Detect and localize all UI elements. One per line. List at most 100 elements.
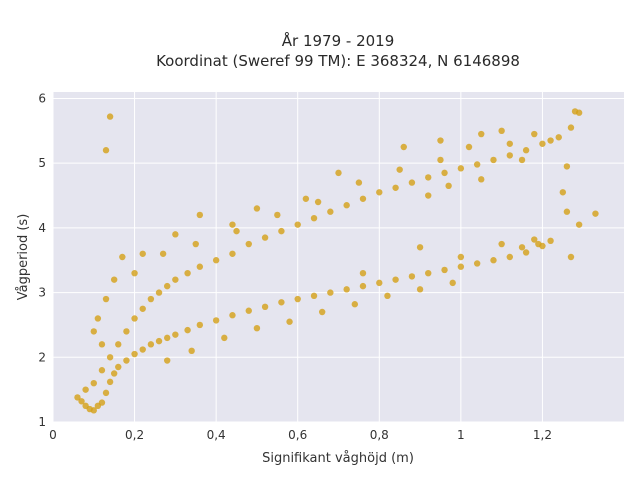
- data-point: [575, 221, 583, 228]
- data-point: [490, 156, 497, 164]
- data-point: [314, 198, 322, 206]
- data-point: [416, 286, 424, 293]
- data-point: [490, 257, 497, 264]
- data-point: [253, 324, 261, 332]
- data-point: [498, 240, 505, 248]
- x-tick-label: 0,8: [370, 428, 389, 442]
- y-axis-ticks: 1 2 3 4 5 6: [38, 91, 46, 429]
- data-point: [155, 289, 163, 296]
- data-point: [506, 253, 513, 261]
- data-point: [261, 234, 269, 241]
- data-point: [425, 269, 432, 277]
- data-point: [522, 147, 530, 154]
- data-point: [286, 318, 293, 325]
- data-point: [147, 341, 155, 348]
- y-tick-label: 1: [38, 415, 46, 429]
- data-point: [441, 169, 448, 177]
- data-point: [90, 379, 97, 387]
- data-point: [327, 289, 334, 296]
- data-point: [457, 263, 465, 270]
- data-point: [196, 321, 204, 329]
- data-point: [212, 317, 220, 324]
- data-point: [184, 326, 191, 334]
- data-point: [437, 156, 444, 164]
- data-point: [110, 370, 118, 377]
- data-point: [139, 305, 146, 312]
- data-point: [563, 208, 571, 215]
- data-point: [302, 195, 310, 202]
- data-point: [547, 137, 554, 144]
- data-point: [392, 276, 399, 283]
- x-tick-label: 0,2: [125, 428, 144, 442]
- data-point: [318, 308, 326, 316]
- data-point: [384, 292, 391, 300]
- data-point: [131, 269, 138, 277]
- data-point: [131, 315, 138, 322]
- data-point: [115, 341, 122, 348]
- data-point: [106, 113, 114, 120]
- data-point: [164, 334, 171, 342]
- data-point: [575, 109, 583, 116]
- data-point: [335, 169, 342, 177]
- data-point: [539, 140, 546, 147]
- data-point: [229, 221, 236, 228]
- x-tick-label: 0: [49, 428, 57, 442]
- data-point: [539, 242, 546, 250]
- data-point: [408, 273, 416, 280]
- data-point: [310, 214, 318, 222]
- data-point: [392, 184, 399, 191]
- data-point: [425, 174, 432, 181]
- data-point: [98, 399, 106, 406]
- data-point: [355, 179, 363, 186]
- data-point: [115, 363, 122, 371]
- chart-title: År 1979 - 2019: [282, 31, 395, 50]
- data-point: [425, 192, 432, 199]
- data-point: [559, 189, 567, 196]
- data-point: [164, 282, 171, 290]
- y-tick-label: 3: [38, 286, 46, 300]
- data-point: [119, 253, 126, 261]
- data-point: [139, 346, 146, 353]
- data-point: [359, 269, 367, 277]
- data-point: [102, 389, 110, 397]
- data-point: [196, 263, 204, 270]
- data-point: [184, 269, 191, 277]
- data-point: [164, 357, 171, 364]
- x-axis-label: Signifikant våghöjd (m): [262, 451, 414, 466]
- data-point: [498, 127, 505, 135]
- data-point: [506, 140, 513, 147]
- data-point: [139, 250, 146, 257]
- data-point: [531, 236, 538, 243]
- data-point: [531, 130, 538, 138]
- y-tick-label: 6: [38, 91, 46, 105]
- data-point: [90, 407, 97, 414]
- data-point: [110, 276, 118, 283]
- data-point: [253, 205, 261, 212]
- plot-area: [53, 92, 624, 422]
- data-point: [449, 279, 456, 287]
- y-tick-label: 4: [38, 221, 46, 235]
- y-tick-label: 5: [38, 156, 46, 170]
- x-axis-ticks: 0 0,2 0,4 0,6 0,8 1 1,2: [49, 428, 552, 442]
- data-point: [518, 156, 526, 164]
- data-point: [172, 276, 179, 283]
- data-point: [212, 257, 220, 264]
- data-point: [74, 394, 81, 401]
- data-point: [188, 347, 195, 355]
- data-point: [343, 286, 350, 293]
- data-point: [400, 143, 407, 151]
- data-point: [473, 260, 481, 267]
- data-point: [478, 176, 485, 183]
- data-point: [98, 341, 106, 348]
- data-point: [147, 295, 155, 303]
- x-tick-label: 0,4: [207, 428, 226, 442]
- data-point: [522, 249, 530, 256]
- data-point: [102, 147, 110, 154]
- data-point: [294, 295, 301, 303]
- data-point: [441, 266, 448, 274]
- data-point: [94, 315, 102, 322]
- x-tick-label: 1: [457, 428, 465, 442]
- data-point: [396, 166, 403, 173]
- data-point: [245, 240, 252, 248]
- data-point: [229, 312, 236, 319]
